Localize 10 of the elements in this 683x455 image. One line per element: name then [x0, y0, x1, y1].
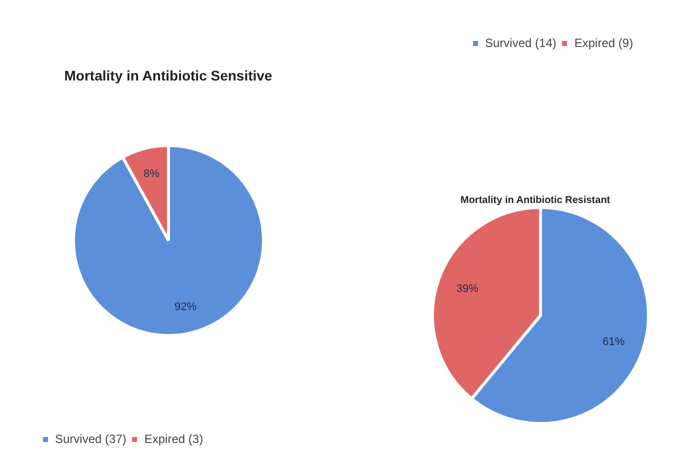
data-label: 39% [456, 283, 479, 296]
legend-label: Expired (3) [144, 432, 204, 446]
chart-title: Mortality in Antibiotic Sensitive [64, 68, 272, 84]
data-label: 61% [602, 336, 625, 348]
data-label: 8% [144, 168, 160, 180]
legend-label: Survived (14) [485, 36, 556, 50]
text: Mortality in Antibiotic Resistant [460, 195, 611, 206]
legend-label: Survived (37) [55, 432, 126, 446]
data-label: 92% [174, 300, 197, 313]
legend-label: Expired (9) [574, 36, 634, 50]
